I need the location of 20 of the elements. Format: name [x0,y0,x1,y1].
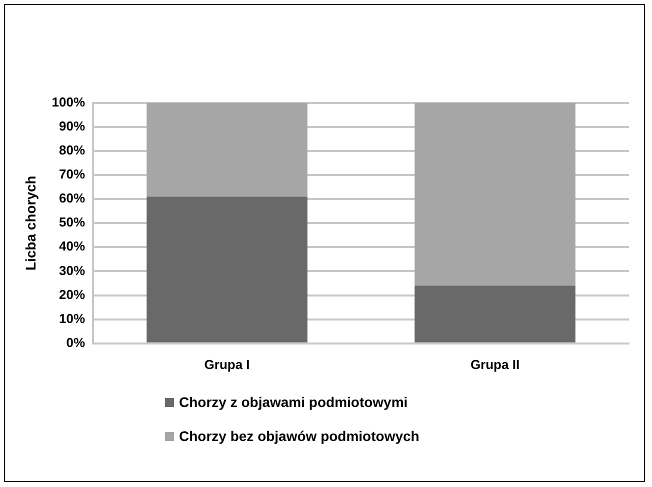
y-tick-label: 60% [59,190,86,206]
x-tick-label: Grupa II [470,356,520,372]
y-tick-label: 0% [66,334,86,350]
bar [146,196,308,342]
y-tick-label: 100% [52,94,86,110]
legend-label: Chorzy bez objawów podmiotowych [179,428,420,444]
y-tick-label: 80% [59,142,86,158]
legend-label: Chorzy z objawami podmiotowymi [179,394,408,410]
y-tick-label: 50% [59,214,86,230]
bar [414,286,576,342]
y-tick-label: 10% [59,310,86,326]
y-tick-label: 30% [59,262,86,278]
y-tick-label: 20% [59,286,86,302]
bar [146,102,308,197]
y-tick-label: 70% [59,166,86,182]
y-tick-label: 40% [59,238,86,254]
y-tick-label: 90% [59,118,86,134]
bar [414,102,576,286]
y-axis-title: Licba chorych [22,176,38,271]
x-tick-label: Grupa I [204,356,250,372]
